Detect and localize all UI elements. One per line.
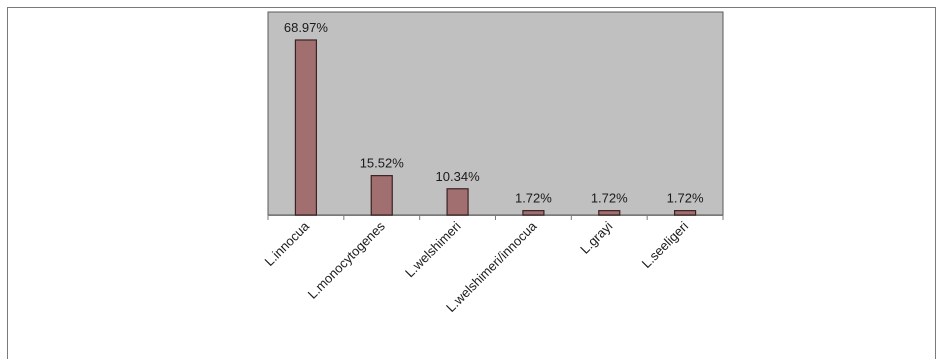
category-label: L.monocytogenes [305,218,389,302]
data-label: 15.52% [360,156,405,171]
plot-area [267,11,724,216]
bar [446,188,469,216]
bar [598,210,621,216]
category-label: L.seeligeri [639,218,692,271]
category-label: L.innocua [262,218,313,269]
data-label: 1.72% [667,191,704,206]
data-label: 10.34% [436,169,481,184]
bar [294,39,318,216]
x-axis-ticks [267,215,724,220]
data-label: 1.72% [515,191,552,206]
data-labels: 68.97% 15.52% 10.34% 1.72% 1.72% 1.72% [284,20,704,206]
bar [370,175,393,216]
bar-series [294,39,697,216]
data-label: 68.97% [284,20,329,35]
category-label: L.grayi [577,218,615,256]
category-label: L.welshimeri [402,218,464,280]
data-label: 1.72% [591,191,628,206]
bar [673,210,697,216]
bar [522,210,545,216]
